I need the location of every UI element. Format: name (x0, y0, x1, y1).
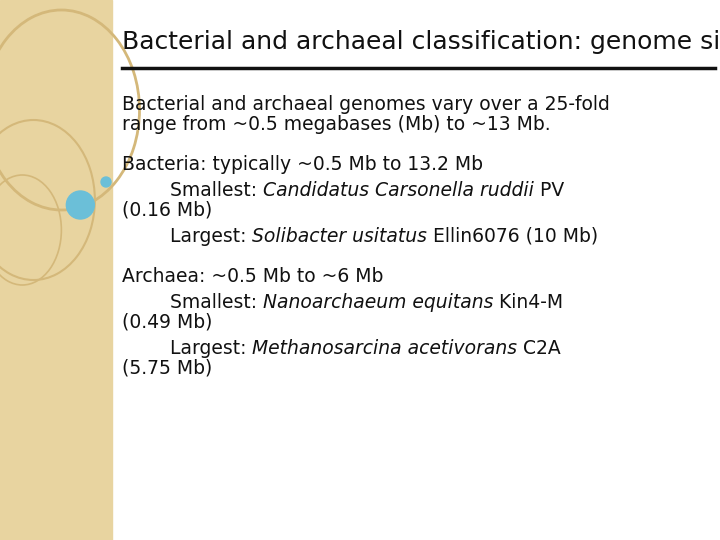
Text: Kin4-M: Kin4-M (493, 293, 563, 312)
Text: Smallest:: Smallest: (122, 181, 263, 200)
Text: Bacterial and archaeal classification: genome siz: Bacterial and archaeal classification: g… (122, 30, 720, 54)
Circle shape (66, 191, 94, 219)
Text: Nanoarchaeum equitans: Nanoarchaeum equitans (263, 293, 493, 312)
Text: Smallest:: Smallest: (122, 293, 263, 312)
Text: Archaea: ~0.5 Mb to ~6 Mb: Archaea: ~0.5 Mb to ~6 Mb (122, 267, 383, 286)
Text: (0.49 Mb): (0.49 Mb) (122, 313, 212, 332)
Text: PV: PV (534, 181, 564, 200)
Text: Ellin6076 (10 Mb): Ellin6076 (10 Mb) (427, 227, 598, 246)
Bar (0, 0, 112, 540)
Text: range from ~0.5 megabases (Mb) to ~13 Mb.: range from ~0.5 megabases (Mb) to ~13 Mb… (122, 115, 550, 134)
Text: Bacterial and archaeal genomes vary over a 25-fold: Bacterial and archaeal genomes vary over… (122, 95, 609, 114)
Text: (0.16 Mb): (0.16 Mb) (122, 201, 212, 220)
Circle shape (101, 177, 111, 187)
Text: Methanosarcina acetivorans: Methanosarcina acetivorans (252, 339, 517, 358)
Text: Largest:: Largest: (122, 227, 252, 246)
Text: C2A: C2A (517, 339, 561, 358)
Text: Largest:: Largest: (122, 339, 252, 358)
Text: Solibacter usitatus: Solibacter usitatus (252, 227, 427, 246)
Text: Candidatus Carsonella ruddii: Candidatus Carsonella ruddii (263, 181, 534, 200)
Text: (5.75 Mb): (5.75 Mb) (122, 359, 212, 378)
Text: Bacteria: typically ~0.5 Mb to 13.2 Mb: Bacteria: typically ~0.5 Mb to 13.2 Mb (122, 155, 482, 174)
